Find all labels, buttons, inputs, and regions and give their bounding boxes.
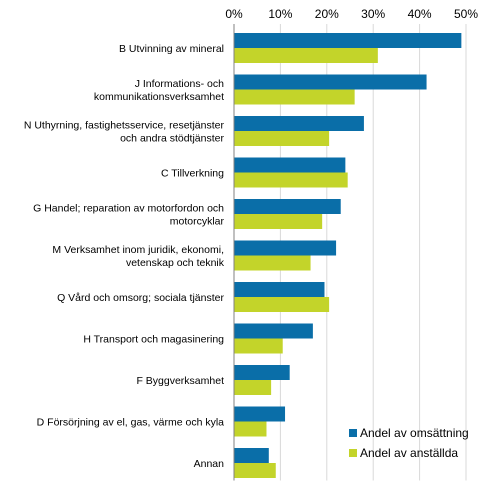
bar-employees xyxy=(234,48,378,63)
category-label: H Transport och magasinering xyxy=(83,334,224,346)
legend-label-employees: Andel av anställda xyxy=(360,446,458,460)
bar-employees xyxy=(234,214,323,229)
category-label-line: M Verksamhet inom juridik, ekonomi, xyxy=(52,244,224,256)
bar-turnover xyxy=(234,365,290,380)
x-tick-label: 20% xyxy=(315,7,339,21)
bar-turnover xyxy=(234,74,427,90)
category-labels: B Utvinning av mineral J Informations- oc… xyxy=(24,43,225,470)
category-label-line: kommunikationsverksamhet xyxy=(94,91,224,103)
category-label: F Byggverksamhet xyxy=(136,375,224,387)
category-label-line: J Informations- och xyxy=(135,78,224,90)
category-label-line: N Uthyrning, fastighetsservice, resetjän… xyxy=(24,120,225,132)
category-label: B Utvinning av mineral xyxy=(119,43,224,55)
bar-employees xyxy=(234,89,355,105)
category-label-line: vetenskap och teknik xyxy=(126,257,225,269)
category-label: G Handel; reparation av motorfordon och m… xyxy=(33,203,224,228)
bar-employees xyxy=(234,131,330,146)
bar-turnover xyxy=(234,282,325,297)
bar-turnover xyxy=(234,116,364,131)
category-label: C Tillverkning xyxy=(161,168,224,180)
category-label-line: F Byggverksamhet xyxy=(136,375,224,387)
bar-turnover xyxy=(234,157,346,173)
category-label-line: och andra stödtjänster xyxy=(120,133,224,145)
bar-employees xyxy=(234,421,267,437)
category-label-line: motorcyklar xyxy=(170,216,225,228)
legend: Andel av omsättning Andel av anställda xyxy=(349,426,469,460)
category-label: N Uthyrning, fastighetsservice, resetjän… xyxy=(24,120,225,145)
bar-employees xyxy=(234,380,272,395)
category-label-line: C Tillverkning xyxy=(161,168,224,180)
x-tick-label: 30% xyxy=(361,7,385,21)
bar-employees xyxy=(234,338,283,354)
category-label-line: H Transport och magasinering xyxy=(83,334,224,346)
bar-employees xyxy=(234,255,311,271)
category-label: D Försörjning av el, gas, värme och kyla xyxy=(37,417,224,429)
bar-employees xyxy=(234,297,330,312)
category-label-line: D Försörjning av el, gas, värme och kyla xyxy=(37,417,224,429)
category-label: J Informations- och kommunikationsverksam… xyxy=(94,78,224,103)
category-label-line: G Handel; reparation av motorfordon och xyxy=(33,203,224,215)
legend-swatch-employees xyxy=(349,449,357,457)
bar-turnover xyxy=(234,199,341,214)
bar-turnover xyxy=(234,33,462,48)
bar-turnover xyxy=(234,448,269,463)
bar-employees xyxy=(234,172,348,188)
bar-employees xyxy=(234,463,276,478)
category-label: M Verksamhet inom juridik, ekonomi, veten… xyxy=(52,244,224,269)
category-label: Annan xyxy=(194,458,225,470)
bars xyxy=(234,33,462,478)
category-label-line: Q Vård och omsorg; sociala tjänster xyxy=(57,292,224,304)
x-tick-label: 40% xyxy=(408,7,432,21)
x-tick-label: 50% xyxy=(454,7,478,21)
bar-turnover xyxy=(234,406,286,422)
category-label-line: B Utvinning av mineral xyxy=(119,43,224,55)
category-label-line: Annan xyxy=(194,458,225,470)
legend-swatch-turnover xyxy=(349,429,357,437)
legend-label-turnover: Andel av omsättning xyxy=(360,426,469,440)
x-tick-label: 0% xyxy=(225,7,243,21)
bar-turnover xyxy=(234,323,313,339)
category-label: Q Vård och omsorg; sociala tjänster xyxy=(57,292,224,304)
x-axis-ticks: 0% 10% 20% 30% 40% 50% xyxy=(225,7,478,21)
bar-turnover xyxy=(234,240,337,256)
x-tick-label: 10% xyxy=(268,7,292,21)
